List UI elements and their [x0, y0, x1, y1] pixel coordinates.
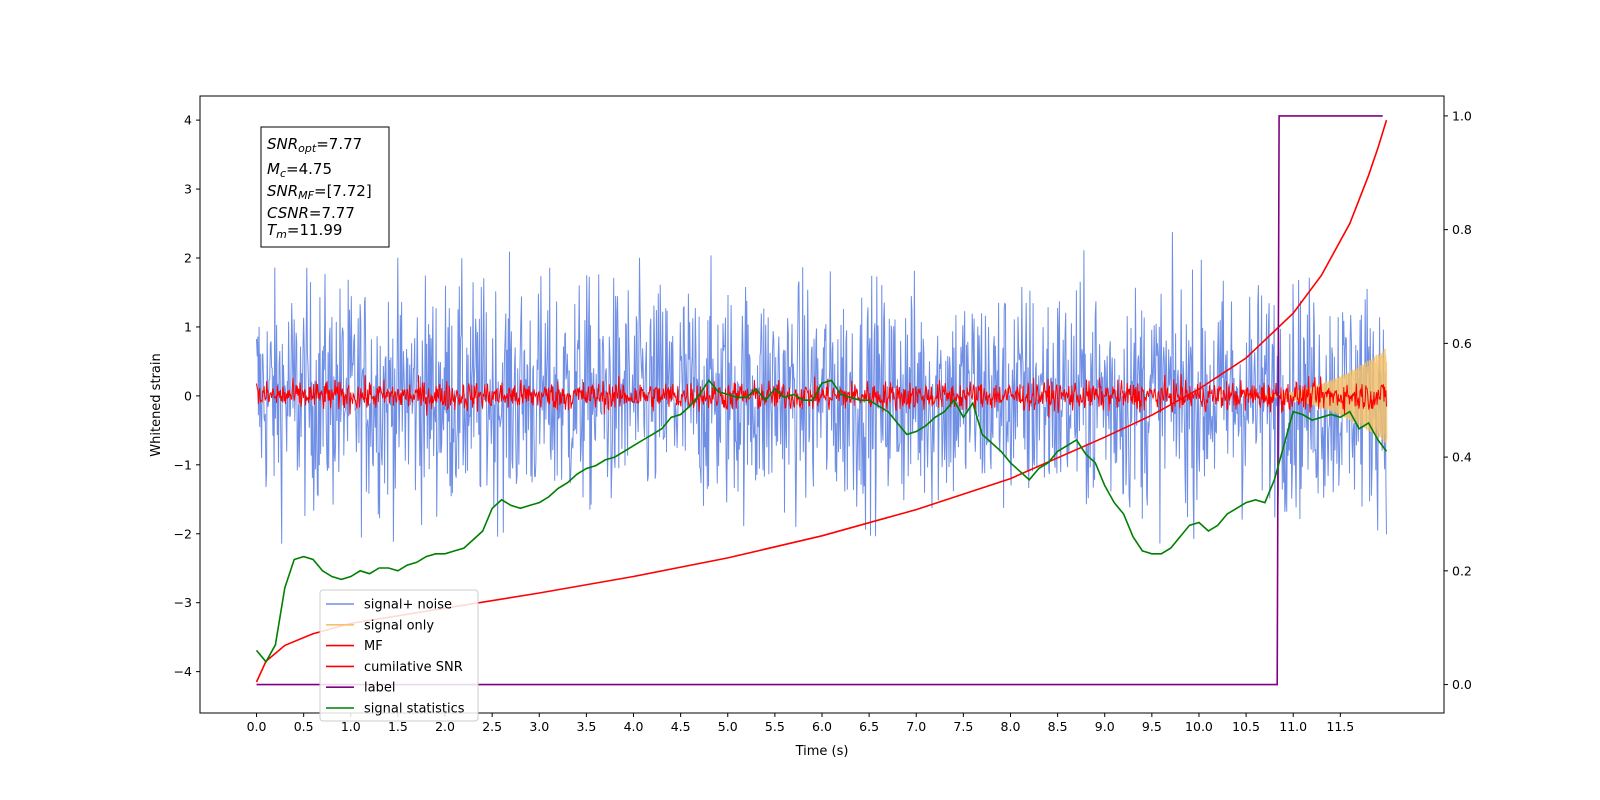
annotation-sub: c [280, 167, 286, 180]
x-tick-label: 5.5 [765, 719, 785, 734]
annotation-line-snr-mf: SNRMF=[7.72] [267, 182, 372, 202]
legend-label: MF [364, 639, 383, 654]
y2-tick-label: 0.8 [1452, 222, 1472, 237]
annotation-sub: MF [298, 189, 314, 202]
legend-label: label [364, 681, 395, 696]
x-tick-label: 10.0 [1185, 719, 1213, 734]
annotation-base: M [267, 160, 280, 178]
y-axis-label: Whitened strain [149, 353, 164, 456]
y-tick-label: 2 [184, 251, 192, 266]
series-line-5 [255, 378, 1388, 664]
x-tick-label: 3.0 [529, 719, 549, 734]
series-line-4 [256, 115, 1383, 686]
y-tick-label: −2 [174, 526, 192, 541]
y-tick-label: 4 [184, 113, 192, 128]
x-tick-label: 0.0 [247, 719, 267, 734]
x-tick-label: 4.0 [624, 719, 644, 734]
x-tick-label: 11.0 [1279, 719, 1307, 734]
x-tick-label: 7.5 [953, 719, 973, 734]
y2-tick-label: 0.2 [1452, 563, 1472, 578]
annotation-frame [260, 126, 390, 248]
annotation-value: =[7.72] [314, 182, 372, 200]
annotation-base: SNR [267, 182, 298, 200]
x-axis-label: Time (s) [795, 744, 849, 759]
annotation-sub: m [276, 228, 287, 241]
x-tick-label: 7.0 [906, 719, 926, 734]
annotation-base: T [267, 221, 278, 239]
x-tick-label: 3.5 [576, 719, 596, 734]
x-tick-label: 6.0 [812, 719, 832, 734]
x-tick-label: 9.0 [1095, 719, 1115, 734]
x-tick-label: 1.0 [341, 719, 361, 734]
x-tick-label: 2.0 [435, 719, 455, 734]
annotation-box: SNRopt=7.77 Mc=4.75 SNRMF=[7.72] CSNR=7.… [260, 126, 390, 248]
x-tick-label: 2.5 [482, 719, 502, 734]
annotation-line-csnr: CSNR=7.77 [267, 204, 355, 222]
x-tick-label: 9.5 [1142, 719, 1162, 734]
legend-label: signal+ noise [364, 598, 452, 613]
annotation-line-tm: Tm=11.99 [267, 221, 342, 241]
annotation-line-mc: Mc=4.75 [267, 160, 332, 180]
y2-tick-label: 0.6 [1452, 336, 1472, 351]
y-tick-label: 0 [184, 388, 192, 403]
annotation-line-snr-opt: SNRopt=7.77 [267, 135, 362, 155]
legend-label: cumilative SNR [364, 660, 463, 675]
x-tick-label: 5.0 [718, 719, 738, 734]
legend-label: signal statistics [364, 702, 465, 717]
y-tick-label: −3 [174, 595, 192, 610]
annotation-base: SNR [267, 135, 298, 153]
x-tick-label: 11.5 [1326, 719, 1354, 734]
y2-tick-label: 0.0 [1452, 677, 1472, 692]
y2-tick-label: 1.0 [1452, 108, 1472, 123]
x-tick-label: 0.5 [294, 719, 314, 734]
legend: signal+ noise signal only MF cumilative SNR… [319, 589, 479, 722]
y-tick-label: −4 [174, 664, 192, 679]
series-line-2 [256, 374, 1387, 418]
y2-tick-label: 0.4 [1452, 450, 1472, 465]
x-tick-label: 8.0 [1001, 719, 1021, 734]
y-tick-label: −1 [174, 457, 192, 472]
x-tick-label: 8.5 [1048, 719, 1068, 734]
x-tick-label: 10.5 [1232, 719, 1260, 734]
annotation-value: =4.75 [286, 160, 332, 178]
x-tick-label: 6.5 [859, 719, 879, 734]
legend-label: signal only [364, 618, 434, 633]
y-tick-label: 1 [184, 319, 192, 334]
legend-frame [319, 589, 479, 722]
annotation-value: =7.77 [309, 204, 355, 222]
annotation-sub: opt [298, 142, 317, 155]
axes: 0.0 0.5 1.0 1.5 2.0 2.5 3.0 3.5 4.0 4.5 5.0 5.5 6.0 6… [174, 108, 1472, 734]
annotation-value: =7.77 [316, 135, 362, 153]
x-tick-label: 4.5 [671, 719, 691, 734]
y-tick-label: 3 [184, 182, 192, 197]
annotation-base: CSNR [267, 204, 309, 222]
annotation-value: =11.99 [287, 221, 343, 239]
series-line-0 [256, 231, 1387, 544]
x-tick-label: 1.5 [388, 719, 408, 734]
